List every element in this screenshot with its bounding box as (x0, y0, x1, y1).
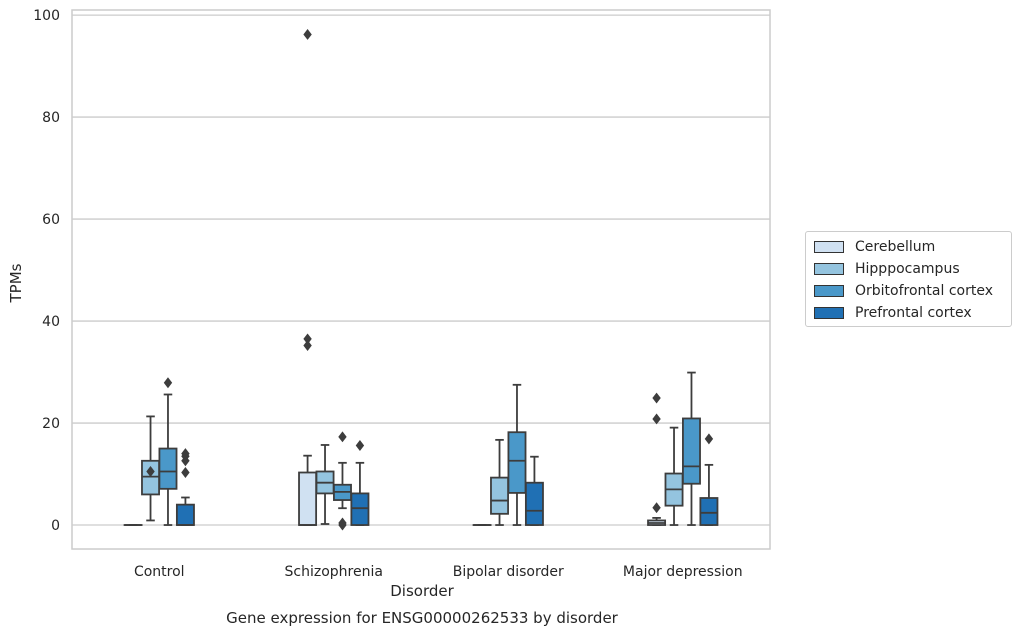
box-hipppocampus (315, 444, 335, 525)
legend-label: Orbitofrontal cortex (855, 283, 993, 299)
box-cerebellum (647, 392, 667, 526)
y-tick-label: 80 (42, 110, 60, 126)
outlier-point (338, 517, 347, 529)
box-iqr (141, 459, 160, 496)
box-iqr (350, 492, 370, 526)
outlier-point (652, 392, 661, 404)
legend-swatch (814, 263, 844, 275)
legend-item: Cerebellum (814, 236, 1011, 258)
outlier-point (303, 29, 312, 40)
outlier-point (146, 466, 155, 477)
y-tick-label: 0 (51, 518, 60, 534)
box-hipppocampus (664, 426, 684, 526)
legend: Cerebellum Hipppocampus Orbitofrontal cort… (805, 231, 1012, 327)
box-cerebellum (298, 29, 318, 526)
x-tick-label: Control (134, 564, 185, 580)
box-iqr (490, 476, 509, 515)
box-orbitofrontal-cortex (333, 431, 352, 531)
y-tick-label: 20 (42, 416, 60, 432)
box-prefrontal-cortex (350, 440, 370, 526)
box-prefrontal-cortex (699, 433, 719, 526)
outlier-point (652, 413, 661, 425)
axis-ticks: 0 20 40 60 80 100 Control Schizophrenia Bipolar … (33, 8, 742, 580)
box-iqr (699, 497, 719, 526)
box-iqr (175, 503, 195, 526)
box-iqr (682, 417, 701, 485)
x-axis-label: Disorder (390, 582, 454, 600)
plot-frame (71, 9, 771, 550)
x-tick-label: Major depression (623, 564, 743, 580)
outlier-point (704, 433, 714, 445)
chart-title: Gene expression for ENSG00000262533 by d… (226, 609, 619, 627)
legend-swatch (814, 241, 844, 253)
legend-item: Hipppocampus (814, 258, 1011, 280)
outlier-point (181, 448, 190, 460)
y-tick-label: 40 (42, 314, 60, 330)
box-iqr (524, 481, 544, 526)
y-axis-label: TPMs (7, 263, 25, 303)
box-orbitofrontal-cortex (682, 371, 701, 526)
box-hipppocampus (490, 438, 509, 526)
legend-swatch (814, 307, 844, 319)
outlier-point (181, 467, 190, 478)
box-hipppocampus (141, 415, 160, 522)
box-iqr (158, 447, 178, 490)
outlier-point (303, 333, 312, 345)
legend-swatch (814, 285, 844, 297)
outlier-point (355, 440, 365, 451)
box-orbitofrontal-cortex (507, 383, 527, 526)
y-tick-label: 60 (42, 212, 60, 228)
legend-label: Hipppocampus (855, 261, 960, 277)
legend-item: Prefrontal cortex (814, 302, 1011, 324)
box-prefrontal-cortex (524, 455, 544, 526)
box-plot-marks (123, 29, 719, 531)
outlier-point (652, 502, 661, 514)
legend-label: Prefrontal cortex (855, 305, 972, 321)
box-prefrontal-cortex (175, 448, 195, 526)
outlier-point (303, 340, 312, 351)
outlier-point (338, 431, 347, 443)
legend-label: Cerebellum (855, 239, 936, 255)
x-tick-label: Schizophrenia (285, 564, 383, 580)
legend-item: Orbitofrontal cortex (814, 280, 1011, 302)
box-iqr (298, 471, 318, 526)
x-tick-label: Bipolar disorder (453, 564, 564, 580)
outlier-point (163, 377, 173, 389)
box-orbitofrontal-cortex (158, 377, 178, 526)
y-tick-label: 100 (33, 8, 60, 24)
box-iqr (507, 431, 527, 494)
